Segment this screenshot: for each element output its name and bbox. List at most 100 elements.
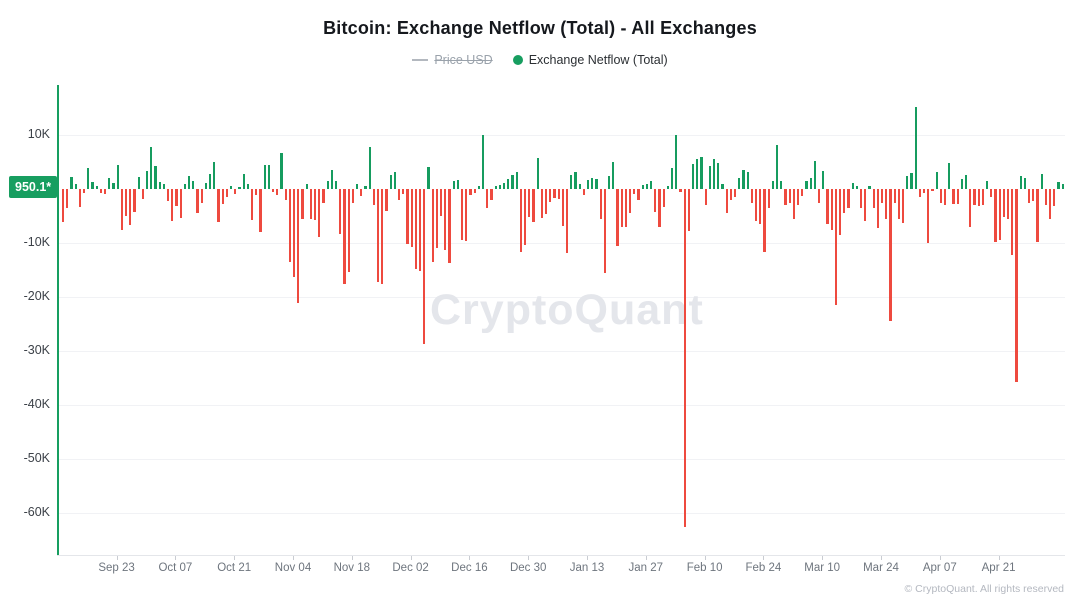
netflow-bar [746,171,749,189]
netflow-bar [549,189,552,202]
netflow-bar [855,186,858,189]
netflow-bar [906,175,909,189]
netflow-bar [263,165,266,189]
netflow-bar [650,180,653,189]
netflow-bar [851,182,854,189]
netflow-bar [129,189,132,225]
netflow-bar [818,189,821,203]
netflow-bar [788,189,791,203]
legend-item-price-usd[interactable]: Price USD [412,53,493,67]
netflow-bar [356,183,359,189]
netflow-bar [104,189,107,195]
netflow-bar [246,184,249,189]
x-tick-label: Apr 07 [922,562,957,574]
netflow-bar [536,158,539,189]
netflow-bar [973,189,976,206]
netflow-bar [713,159,716,189]
netflow-dot-icon [512,55,523,65]
legend-item-netflow[interactable]: Exchange Netflow (Total) [512,53,668,67]
netflow-bar [574,172,577,189]
gridline [59,351,1065,352]
netflow-bar [293,189,296,278]
netflow-bar [494,185,497,189]
netflow-bar [1015,189,1018,382]
netflow-bar [381,189,384,285]
x-axis-line [57,555,1065,556]
netflow-bar [410,189,413,248]
netflow-bar [108,177,111,189]
netflow-bar [801,189,804,197]
netflow-bar [322,189,325,203]
netflow-bar [91,181,94,189]
netflow-bar [364,185,367,189]
netflow-bar [66,189,69,209]
netflow-bar [935,171,938,189]
netflow-bar [255,189,258,196]
netflow-bar [1053,189,1056,207]
netflow-bar [486,189,489,209]
netflow-bar [679,189,682,192]
netflow-bar [603,189,606,273]
netflow-bar [125,189,128,216]
netflow-bar [112,183,115,189]
x-tick-mark [175,556,177,560]
netflow-bar [393,172,396,189]
netflow-bar [120,189,123,231]
netflow-bar [624,189,627,227]
netflow-bar [742,170,745,189]
netflow-bar [759,189,762,225]
netflow-bar [1011,189,1014,255]
netflow-bar [1019,175,1022,189]
y-tick-label: 10K [27,127,50,141]
netflow-bar [918,189,921,198]
netflow-bar [717,163,720,189]
netflow-bar [335,180,338,189]
legend-price-usd-label: Price USD [434,53,493,67]
netflow-bar [830,189,833,230]
gridline [59,513,1065,514]
netflow-bar [87,167,90,189]
netflow-bar [700,156,703,189]
netflow-bar [675,135,678,189]
legend-netflow-label: Exchange Netflow (Total) [528,53,668,67]
netflow-bar [423,189,426,344]
netflow-bar [532,189,535,223]
netflow-bar [267,165,270,189]
x-tick-label: Feb 24 [745,562,782,574]
netflow-bar [767,189,770,209]
netflow-bar [570,174,573,189]
netflow-bar [923,189,926,194]
y-axis-line [57,85,59,555]
gridline [59,405,1065,406]
netflow-bar [994,189,997,242]
netflow-bar [419,189,422,272]
x-tick-mark [704,556,706,560]
netflow-bar [200,189,203,204]
netflow-bar [469,189,472,196]
netflow-bar [284,189,287,200]
netflow-bar [179,189,182,219]
netflow-bar [591,177,594,189]
y-tick-label: -30K [23,343,50,357]
gridline [59,243,1065,244]
netflow-bar [162,184,165,189]
netflow-bar [444,189,447,251]
netflow-bar [784,189,787,206]
netflow-bar [612,162,615,189]
netflow-bar [881,189,884,203]
netflow-bar [582,189,585,196]
x-tick-mark [293,556,294,560]
x-tick-label: Sep 23 [98,562,135,574]
netflow-bar [141,189,144,199]
netflow-bar [944,189,947,206]
netflow-bar [687,189,690,232]
gridline [59,297,1065,298]
netflow-bar [78,189,81,208]
netflow-bar [750,189,753,203]
netflow-bar [843,189,846,214]
netflow-bar [217,189,220,222]
netflow-bar [965,174,968,189]
netflow-bar [99,189,102,194]
netflow-bar [897,189,900,219]
netflow-bar [524,189,527,246]
